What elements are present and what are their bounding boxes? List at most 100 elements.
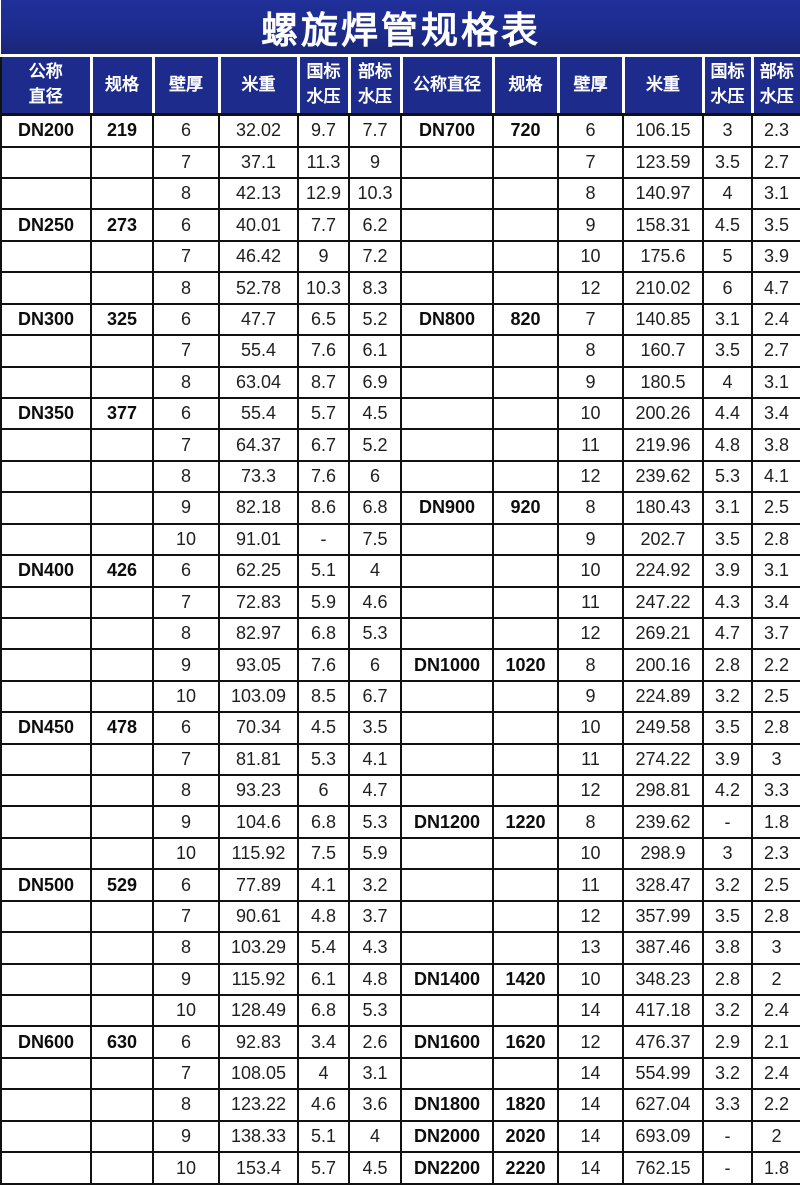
table-cell-left-bz-water-pressure: 4.3 <box>348 931 402 965</box>
table-cell-left-wall-thickness: 7 <box>152 145 220 180</box>
column-header-right-nominal-diameter: 公称直径 <box>399 55 493 116</box>
table-cell-left-meter-weight: 73.3 <box>218 459 299 494</box>
table-cell-left-spec <box>90 522 154 557</box>
table-cell-left-gb-water-pressure: 9.7 <box>297 113 350 148</box>
table-cell-left-gb-water-pressure: 7.6 <box>297 334 350 368</box>
table-cell-left-nominal-diameter: DN350 <box>0 396 92 431</box>
table-cell-left-gb-water-pressure: 5.7 <box>297 396 350 431</box>
table-cell-left-gb-water-pressure: 8.5 <box>297 679 350 714</box>
table-cell-right-gb-water-pressure: 4.4 <box>702 396 753 431</box>
table-cell-right-meter-weight: 328.47 <box>622 868 704 902</box>
table-row: 9 115.92 6.1 4.8 DN1400 1420 10 348.23 2.8 2 <box>0 962 800 997</box>
table-cell-left-spec <box>90 836 154 871</box>
table-cell-right-wall-thickness: 13 <box>557 931 624 965</box>
table-cell-right-nominal-diameter <box>400 271 494 305</box>
table-cell-left-wall-thickness: 7 <box>152 239 220 274</box>
table-cell-right-meter-weight: 175.6 <box>622 239 704 274</box>
table-row: 9 104.6 6.8 5.3 DN1200 1220 8 239.62-1.8 <box>0 805 800 839</box>
column-header-left-nominal-diameter: 公称 直径 <box>0 55 91 116</box>
table-row: 8 42.13 12.9 10.3 8 140.97 4 3.1 <box>0 177 800 211</box>
table-cell-right-gb-water-pressure: 3.2 <box>702 868 753 902</box>
table-cell-right-nominal-diameter: DN1600 <box>400 1025 494 1059</box>
table-cell-right-wall-thickness: 14 <box>557 1088 624 1122</box>
column-header-row: 公称 直径 规格 壁厚 米重 国标 水压 部标 水压 公称直径 规格 壁厚 米重 国标 水压 部标 水… <box>0 55 800 116</box>
table-cell-left-spec <box>90 1088 154 1122</box>
table-cell-right-bz-water-pressure: 2.8 <box>750 522 800 557</box>
table-cell-left-spec <box>90 805 154 839</box>
table-cell-right-nominal-diameter <box>400 177 494 211</box>
table-cell-right-wall-thickness: 7 <box>557 145 624 180</box>
table-cell-left-gb-water-pressure: 3.4 <box>297 1025 350 1059</box>
table-cell-right-nominal-diameter <box>400 1056 494 1091</box>
table-cell-left-nominal-diameter <box>0 365 92 399</box>
table-cell-right-wall-thickness: 10 <box>557 836 624 871</box>
table-cell-right-spec <box>492 239 559 274</box>
table-cell-right-spec <box>492 616 559 651</box>
table-cell-right-wall-thickness: 14 <box>557 1119 624 1154</box>
table-cell-left-bz-water-pressure: 6.2 <box>348 208 402 242</box>
table-cell-right-nominal-diameter <box>400 554 494 588</box>
table-cell-right-spec: 1620 <box>492 1025 559 1059</box>
table-cell-left-bz-water-pressure: 6.8 <box>348 491 402 525</box>
table-cell-left-wall-thickness: 10 <box>152 522 220 557</box>
table-cell-left-meter-weight: 93.23 <box>218 774 299 808</box>
table-cell-left-bz-water-pressure: 6 <box>348 459 402 494</box>
table-cell-left-spec <box>90 177 154 211</box>
column-header-right-wall-thickness: 壁厚 <box>556 55 623 116</box>
table-cell-right-wall-thickness: 10 <box>557 962 624 997</box>
table-cell-left-bz-water-pressure: 10.3 <box>348 177 402 211</box>
table-cell-left-meter-weight: 82.97 <box>218 616 299 651</box>
table-cell-right-spec: 1220 <box>492 805 559 839</box>
table-cell-left-bz-water-pressure: 6.1 <box>348 334 402 368</box>
table-cell-right-spec <box>492 334 559 368</box>
table-row: 10 115.92 7.5 5.9 10 298.9 3 2.3 <box>0 836 800 871</box>
table-cell-right-wall-thickness: 6 <box>557 113 624 148</box>
table-cell-left-nominal-diameter <box>0 334 92 368</box>
table-cell-right-nominal-diameter <box>400 239 494 274</box>
table-cell-right-gb-water-pressure: 3.8 <box>702 931 753 965</box>
table-cell-left-wall-thickness: 9 <box>152 805 220 839</box>
table-cell-right-bz-water-pressure: 3.1 <box>750 554 800 588</box>
table-cell-left-meter-weight: 108.05 <box>218 1056 299 1091</box>
table-cell-right-meter-weight: 627.04 <box>622 1088 704 1122</box>
table-cell-left-wall-thickness: 10 <box>152 679 220 714</box>
table-cell-right-bz-water-pressure: 2.5 <box>750 491 800 525</box>
table-cell-right-nominal-diameter <box>400 774 494 808</box>
table-row: DN250 273 6 40.01 7.7 6.2 9 158.31 4.5 3.5 <box>0 208 800 242</box>
table-cell-right-spec <box>492 585 559 619</box>
table-cell-left-spec <box>90 648 154 682</box>
table-cell-left-nominal-diameter <box>0 428 92 462</box>
table-cell-right-meter-weight: 200.26 <box>622 396 704 431</box>
table-cell-left-nominal-diameter: DN600 <box>0 1025 92 1059</box>
table-row: 8 73.3 7.6 6 12 239.62 5.3 4.1 <box>0 459 800 494</box>
table-cell-left-gb-water-pressure: 8.6 <box>297 491 350 525</box>
table-cell-left-meter-weight: 40.01 <box>218 208 299 242</box>
table-cell-right-spec: 720 <box>492 113 559 148</box>
table-cell-right-gb-water-pressure: 4.8 <box>702 428 753 462</box>
table-cell-right-gb-water-pressure: 3 <box>702 836 753 871</box>
table-cell-left-nominal-diameter: DN200 <box>0 113 92 148</box>
table-cell-left-meter-weight: 128.49 <box>218 993 299 1028</box>
table-cell-right-gb-water-pressure: 4.2 <box>702 774 753 808</box>
table-cell-left-bz-water-pressure: 9 <box>348 145 402 180</box>
table-cell-right-bz-water-pressure: 4.7 <box>750 271 800 305</box>
table-cell-right-wall-thickness: 11 <box>557 868 624 902</box>
table-cell-right-wall-thickness: 11 <box>557 428 624 462</box>
table-cell-left-gb-water-pressure: 7.7 <box>297 208 350 242</box>
table-row: 10 91.01-7.5 9 202.7 3.5 2.8 <box>0 522 800 557</box>
table-cell-left-bz-water-pressure: 7.2 <box>348 239 402 274</box>
table-cell-left-bz-water-pressure: 4.5 <box>348 396 402 431</box>
table-cell-right-spec <box>492 177 559 211</box>
table-cell-left-meter-weight: 138.33 <box>218 1119 299 1154</box>
table-cell-left-meter-weight: 47.7 <box>218 302 299 337</box>
table-cell-right-spec <box>492 931 559 965</box>
table-cell-right-wall-thickness: 11 <box>557 585 624 619</box>
table-cell-right-spec <box>492 271 559 305</box>
table-cell-right-gb-water-pressure: 4.5 <box>702 208 753 242</box>
table-cell-left-spec <box>90 239 154 274</box>
table-cell-right-bz-water-pressure: 2.4 <box>750 993 800 1028</box>
table-cell-right-bz-water-pressure: 2.2 <box>750 1088 800 1122</box>
table-cell-left-bz-water-pressure: 4.7 <box>348 774 402 808</box>
table-cell-right-wall-thickness: 12 <box>557 774 624 808</box>
